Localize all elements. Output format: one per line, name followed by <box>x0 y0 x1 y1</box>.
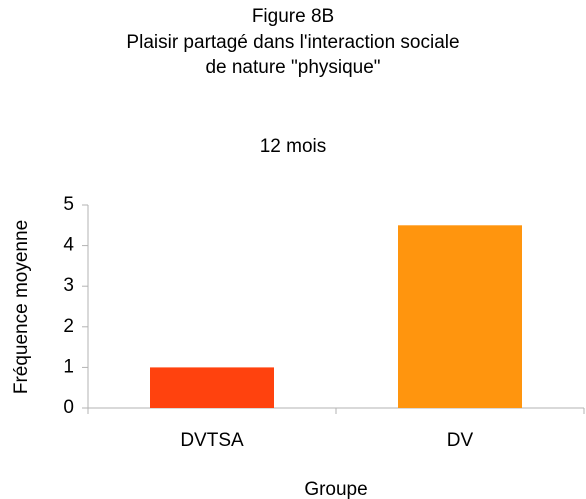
chart-title: Figure 8B <box>252 6 334 27</box>
y-axis-label: Fréquence moyenne <box>11 220 32 394</box>
bar <box>398 225 522 408</box>
x-axis-label: Groupe <box>304 479 367 499</box>
y-tick-label: 0 <box>63 397 74 418</box>
y-tick-label: 3 <box>63 275 74 296</box>
y-tick-label: 2 <box>63 316 74 337</box>
x-tick-label: DV <box>447 430 474 451</box>
chart-title: Plaisir partagé dans l'interaction socia… <box>126 32 459 53</box>
y-tick-label: 1 <box>63 356 74 377</box>
bar <box>150 367 274 408</box>
y-tick-label: 4 <box>63 235 74 256</box>
y-tick-label: 5 <box>63 194 74 215</box>
chart-title: de nature "physique" <box>205 57 380 78</box>
chart-subtitle: 12 mois <box>260 136 327 157</box>
x-tick-label: DVTSA <box>180 430 244 451</box>
